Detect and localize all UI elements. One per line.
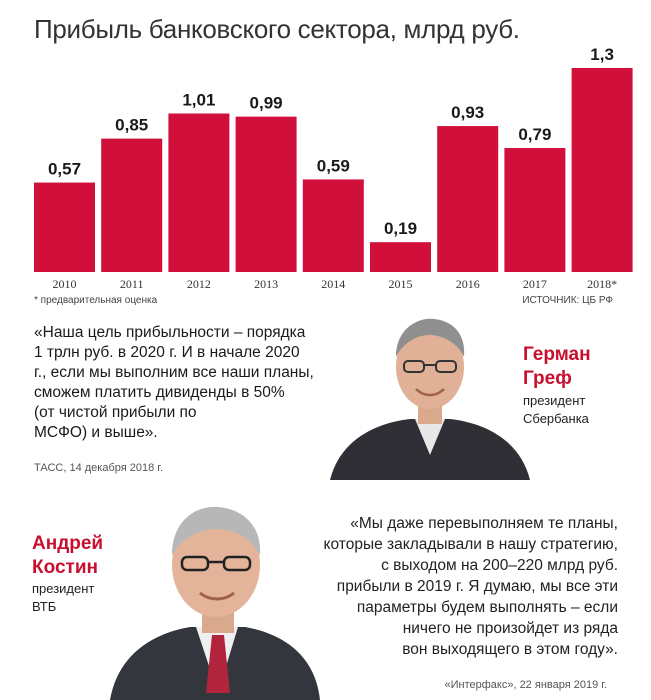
value-label: 0,99 bbox=[250, 94, 283, 113]
bar-2011 bbox=[101, 138, 163, 272]
x-tick-label: 2010 bbox=[53, 277, 77, 291]
quote-line: ничего не произойдет из ряда bbox=[402, 620, 618, 637]
name-last: Костин bbox=[32, 557, 98, 578]
quote-line: г., если мы выполним все наши планы, bbox=[34, 364, 314, 381]
x-tick-label: 2017 bbox=[523, 277, 547, 291]
bar-2012 bbox=[168, 113, 230, 272]
x-tick-label: 2015 bbox=[389, 277, 413, 291]
role-title: президент bbox=[523, 393, 586, 408]
chart-title: Прибыль банковского сектора, млрд руб. bbox=[34, 14, 520, 44]
quote-line: с выходом на 200–220 млрд руб. bbox=[381, 557, 618, 574]
x-tick-label: 2011 bbox=[120, 277, 144, 291]
x-tick-label: 2018* bbox=[587, 277, 617, 291]
quote-line: «Мы даже перевыполняем те планы, bbox=[350, 515, 618, 532]
value-label: 0,19 bbox=[384, 219, 417, 238]
quote-line: 1 трлн руб. в 2020 г. И в начале 2020 bbox=[34, 344, 300, 361]
bar-2018* bbox=[571, 68, 633, 272]
bar-2010 bbox=[34, 182, 95, 272]
x-tick-label: 2014 bbox=[321, 277, 345, 291]
portrait-kostin bbox=[110, 506, 320, 700]
role-title: президент bbox=[32, 581, 95, 596]
speaker-gref-role: президент Сбербанка bbox=[523, 392, 589, 428]
quote-kostin: «Мы даже перевыполняем те планы, которые… bbox=[260, 513, 618, 660]
source-label: ИСТОЧНИК: ЦБ РФ bbox=[522, 295, 613, 306]
role-org: Сбербанка bbox=[523, 411, 589, 426]
quote-line: прибыли в 2019 г. Я думаю, мы все эти bbox=[336, 578, 618, 595]
quote-line: параметры будем выполнять – если bbox=[356, 599, 618, 616]
bar-2017 bbox=[504, 148, 566, 272]
bar-chart: 0,57 2010 0,85 2011 1,01 2012 0,99 2013 0,59 2014… bbox=[34, 45, 633, 291]
quote-line: «Наша цель прибыльности – порядка bbox=[34, 324, 306, 341]
quote-line: которые закладывали в нашу стратегию, bbox=[323, 536, 618, 553]
name-first: Герман bbox=[523, 344, 591, 365]
bar-2016 bbox=[437, 126, 499, 272]
name-first: Андрей bbox=[32, 533, 104, 554]
value-label: 1,01 bbox=[182, 91, 215, 110]
x-tick-label: 2012 bbox=[187, 277, 211, 291]
speaker-kostin-role: президент ВТБ bbox=[32, 580, 94, 616]
bar-2013 bbox=[235, 116, 297, 273]
quote-kostin-citation: «Интерфакс», 22 января 2019 г. bbox=[444, 679, 607, 691]
speaker-gref-name: Герман Греф bbox=[523, 343, 591, 391]
bar-2014 bbox=[302, 179, 364, 272]
bar-2015 bbox=[370, 242, 431, 272]
quote-line: (от чистой прибыли по bbox=[34, 404, 197, 421]
quote-line: вон выходящего в этом году». bbox=[402, 641, 618, 658]
quote-gref: «Наша цель прибыльности – порядка 1 трлн… bbox=[18, 323, 363, 443]
quote-gref-citation: ТАСС, 14 декабря 2018 г. bbox=[34, 462, 164, 474]
value-label: 0,93 bbox=[451, 103, 484, 122]
x-tick-label: 2016 bbox=[456, 277, 480, 291]
value-label: 0,57 bbox=[48, 160, 81, 179]
role-org: ВТБ bbox=[32, 599, 57, 614]
speaker-kostin-name: Андрей Костин bbox=[32, 532, 103, 580]
x-tick-label: 2013 bbox=[254, 277, 278, 291]
value-label: 0,85 bbox=[115, 116, 148, 135]
value-label: 0,79 bbox=[518, 125, 551, 144]
value-label: 1,3 bbox=[590, 45, 614, 64]
value-label: 0,59 bbox=[317, 156, 350, 175]
portrait-gref bbox=[330, 318, 530, 480]
quote-line: сможем платить дивиденды в 50% bbox=[34, 384, 285, 401]
footnote: * предварительная оценка bbox=[34, 295, 158, 306]
quote-line: МСФО) и выше». bbox=[34, 424, 158, 441]
name-last: Греф bbox=[523, 368, 572, 389]
